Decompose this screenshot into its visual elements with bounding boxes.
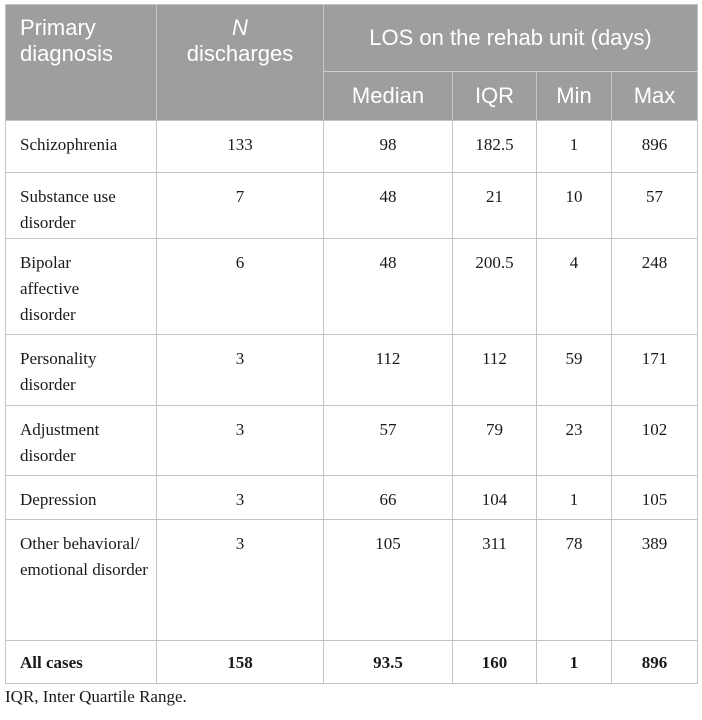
n-discharges-cell: 3 [156,475,324,520]
median-cell: 105 [323,519,453,641]
median-cell: 48 [323,172,453,239]
table-row: Personality disorder 3 112 112 59 171 [5,334,698,406]
n-discharges-cell: 133 [156,120,324,173]
min-cell: 4 [536,238,612,335]
min-cell: 1 [536,475,612,520]
diagnosis-cell: Bipolar affective disorder [5,238,157,335]
max-cell: 389 [611,519,698,641]
min-cell: 78 [536,519,612,641]
median-cell: 98 [323,120,453,173]
total-iqr-cell: 160 [452,640,537,684]
table-row: Depression 3 66 104 1 105 [5,475,698,520]
max-cell: 105 [611,475,698,520]
total-min-cell: 1 [536,640,612,684]
min-cell: 10 [536,172,612,239]
n-discharges-cell: 3 [156,405,324,476]
median-cell: 48 [323,238,453,335]
diagnosis-cell: Substance use disorder [5,172,157,239]
table-row: Other behavioral/ emotional disorder 3 1… [5,519,698,641]
table-row: Adjustment disorder 3 57 79 23 102 [5,405,698,476]
max-cell: 102 [611,405,698,476]
iqr-cell: 182.5 [452,120,537,173]
n-discharges-cell: 3 [156,334,324,406]
total-row: All cases 158 93.5 160 1 896 [5,640,698,684]
iqr-cell: 21 [452,172,537,239]
table-row: Schizophrenia 133 98 182.5 1 896 [5,120,698,173]
diagnosis-cell: Other behavioral/ emotional disorder [5,519,157,641]
diagnosis-cell: Depression [5,475,157,520]
n-discharges-cell: 3 [156,519,324,641]
header-min: Min [536,71,612,121]
table-body: Schizophrenia 133 98 182.5 1 896 Substan… [5,120,698,684]
iqr-cell: 104 [452,475,537,520]
max-cell: 896 [611,120,698,173]
min-cell: 23 [536,405,612,476]
iqr-cell: 79 [452,405,537,476]
diagnosis-cell: Personality disorder [5,334,157,406]
header-row-sub: Median IQR Min Max [6,71,698,121]
header-n-label: discharges [186,41,294,66]
header-max: Max [611,71,698,121]
iqr-cell: 112 [452,334,537,406]
header-primary-diagnosis: Primary diagnosis [5,4,157,121]
table-row: Bipolar affective disorder 6 48 200.5 4 … [5,238,698,335]
diagnosis-cell: Adjustment disorder [5,405,157,476]
header-median: Median [323,71,453,121]
n-discharges-cell: 7 [156,172,324,239]
min-cell: 59 [536,334,612,406]
median-cell: 57 [323,405,453,476]
header-los-group: LOS on the rehab unit (days) [323,4,698,72]
iqr-cell: 200.5 [452,238,537,335]
max-cell: 171 [611,334,698,406]
max-cell: 248 [611,238,698,335]
table-footnote: IQR, Inter Quartile Range. [5,687,187,706]
total-n-cell: 158 [156,640,324,684]
header-n-symbol: N [232,15,248,40]
diagnosis-cell: Schizophrenia [5,120,157,173]
iqr-cell: 311 [452,519,537,641]
table-row: Substance use disorder 7 48 21 10 57 [5,172,698,239]
n-discharges-cell: 6 [156,238,324,335]
total-max-cell: 896 [611,640,698,684]
median-cell: 66 [323,475,453,520]
total-median-cell: 93.5 [323,640,453,684]
max-cell: 57 [611,172,698,239]
min-cell: 1 [536,120,612,173]
total-label-cell: All cases [5,640,157,684]
median-cell: 112 [323,334,453,406]
header-iqr: IQR [452,71,537,121]
